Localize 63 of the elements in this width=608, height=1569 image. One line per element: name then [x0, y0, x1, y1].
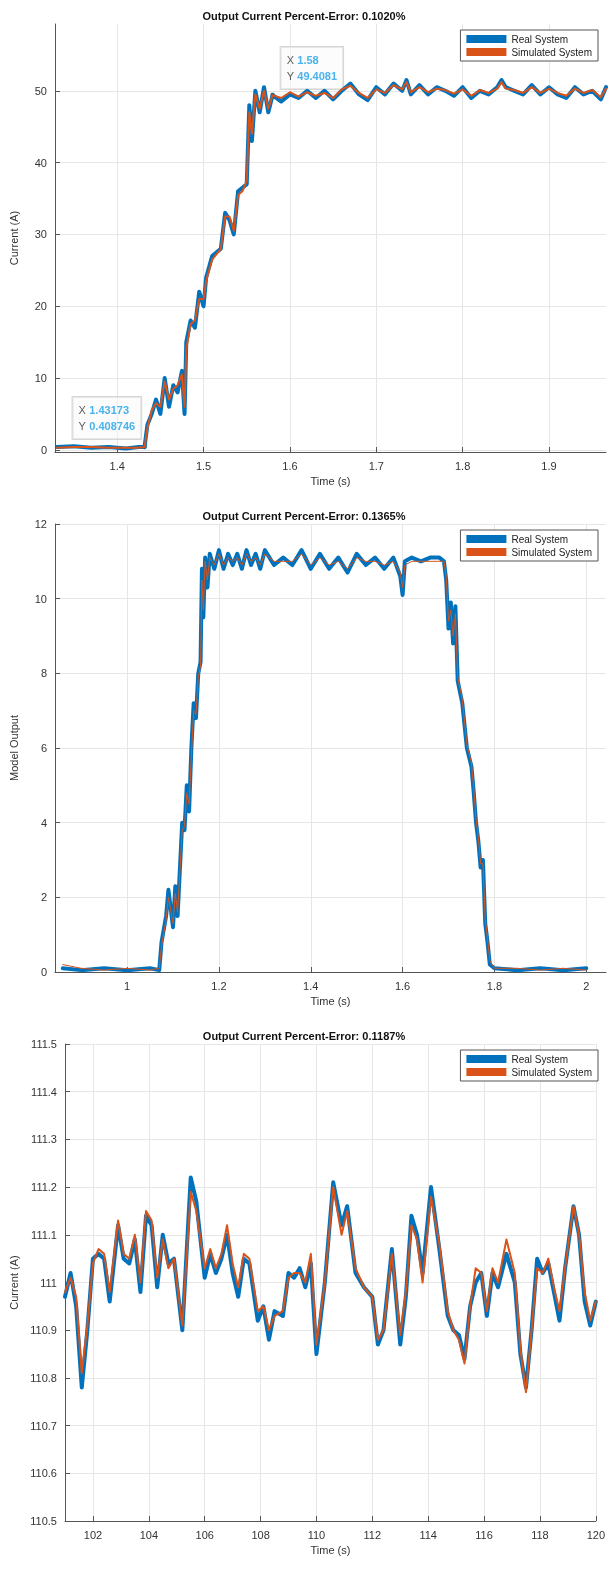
x-tick-label: 1.9: [541, 459, 557, 472]
y-tick-label: 4: [40, 816, 47, 829]
legend-label: Real System: [511, 33, 569, 45]
x-axis-title: Time (s): [310, 1544, 351, 1557]
x-tick-label: 1.7: [368, 459, 384, 472]
x-tick-label: 1.4: [303, 979, 319, 992]
y-tick-label: 2: [40, 891, 47, 904]
x-tick-label: 102: [83, 1528, 103, 1541]
y-tick-label: 110.8: [30, 1371, 57, 1384]
y-tick-label: 110.6: [30, 1467, 57, 1480]
y-tick-label: 6: [40, 742, 47, 754]
y-tick-label: 10: [34, 592, 47, 605]
legend-label: Simulated System: [511, 1066, 593, 1078]
y-tick-label: 10: [34, 372, 47, 385]
x-tick-label: 1: [124, 979, 131, 992]
chart-title: Output Current Percent-Error: 0.1020%: [202, 9, 406, 22]
x-tick-label: 2: [583, 979, 590, 992]
x-tick-label: 1.8: [454, 459, 471, 472]
y-tick-label: 20: [34, 300, 47, 313]
x-tick-label: 116: [475, 1528, 493, 1541]
x-tick-label: 120: [586, 1528, 605, 1541]
annotation: X 1.58 Y 49.4081: [286, 54, 338, 83]
x-tick-label: 1.2: [211, 979, 227, 992]
y-tick-label: 50: [34, 84, 47, 97]
legend-label: Real System: [511, 533, 569, 545]
y-tick-label: 110.7: [30, 1419, 57, 1432]
y-axis-title: Current (A): [7, 1255, 20, 1310]
y-tick-label: 111.3: [31, 1133, 57, 1146]
x-tick-label: 106: [195, 1528, 214, 1541]
x-tick-label: 110: [307, 1528, 326, 1541]
y-tick-label: 110.9: [30, 1324, 57, 1337]
y-axis-title: Current (A): [7, 210, 20, 266]
x-tick-label: 1.6: [394, 979, 411, 992]
x-axis-title: Time (s): [310, 995, 351, 1008]
x-axis-title: Time (s): [310, 475, 351, 488]
annotation: X 1.43173 Y 0.408746: [78, 403, 136, 432]
y-tick-label: 110.5: [30, 1515, 57, 1527]
x-tick-label: 1.6: [282, 459, 298, 472]
legend-label: Simulated System: [511, 546, 593, 558]
x-tick-label: 114: [419, 1528, 437, 1541]
legend-label: Simulated System: [511, 46, 593, 58]
x-tick-label: 112: [363, 1528, 382, 1541]
x-tick-label: 104: [139, 1528, 158, 1541]
legend-label: Real System: [511, 1053, 569, 1065]
y-tick-label: 111.4: [31, 1085, 57, 1098]
y-tick-label: 111.1: [31, 1228, 57, 1241]
y-tick-label: 0: [40, 966, 47, 978]
x-tick-label: 1.4: [109, 459, 125, 472]
x-tick-label: 108: [251, 1528, 270, 1541]
y-tick-label: 30: [34, 228, 47, 241]
y-tick-label: 111.2: [31, 1181, 57, 1194]
y-tick-label: 8: [40, 667, 47, 680]
y-tick-label: 111: [40, 1276, 57, 1289]
chart-title: Output Current Percent-Error: 0.1365%: [202, 509, 406, 522]
y-axis-title: Model Output: [7, 714, 20, 782]
x-tick-label: 1.8: [486, 979, 503, 992]
x-tick-label: 1.5: [195, 459, 212, 472]
y-tick-label: 12: [34, 518, 47, 530]
x-tick-label: 118: [531, 1528, 549, 1541]
y-tick-label: 0: [40, 443, 47, 456]
chart-title: Output Current Percent-Error: 0.1187%: [202, 1029, 406, 1042]
y-tick-label: 111.5: [31, 1038, 57, 1050]
y-tick-label: 40: [34, 156, 47, 169]
